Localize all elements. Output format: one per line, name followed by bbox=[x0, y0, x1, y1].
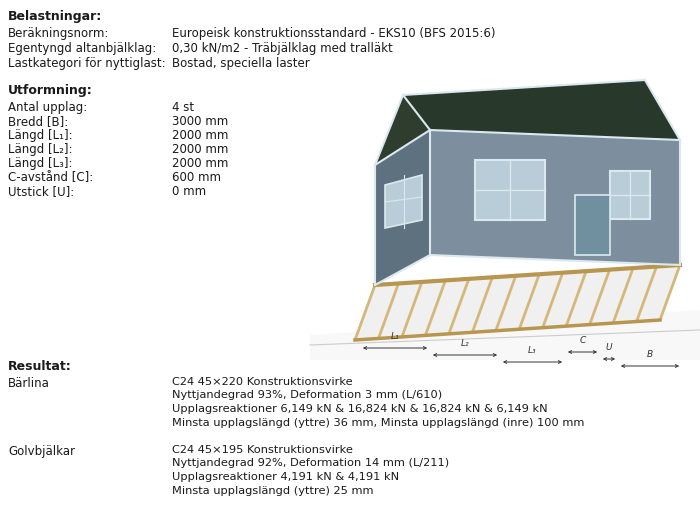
Text: Utformning:: Utformning: bbox=[8, 84, 92, 97]
Text: Egentyngd altanbjälklag:: Egentyngd altanbjälklag: bbox=[8, 42, 156, 55]
Text: Minsta upplagslängd (yttre) 25 mm: Minsta upplagslängd (yttre) 25 mm bbox=[172, 486, 374, 496]
Polygon shape bbox=[475, 160, 545, 220]
Text: Nyttjandegrad 92%, Deformation 14 mm (L/211): Nyttjandegrad 92%, Deformation 14 mm (L/… bbox=[172, 458, 449, 468]
Text: Lastkategori för nyttiglast:: Lastkategori för nyttiglast: bbox=[8, 57, 166, 70]
Text: Nyttjandegrad 93%, Deformation 3 mm (L/610): Nyttjandegrad 93%, Deformation 3 mm (L/6… bbox=[172, 391, 442, 401]
Text: C-avstånd [C]:: C-avstånd [C]: bbox=[8, 171, 93, 184]
Text: L₂: L₂ bbox=[461, 339, 469, 348]
Text: 600 mm: 600 mm bbox=[172, 171, 221, 184]
Text: Europeisk konstruktionsstandard - EKS10 (BFS 2015:6): Europeisk konstruktionsstandard - EKS10 … bbox=[172, 27, 496, 40]
Text: Längd [L₃]:: Längd [L₃]: bbox=[8, 157, 73, 170]
Text: L₁: L₁ bbox=[391, 332, 399, 341]
Text: Längd [L₁]:: Längd [L₁]: bbox=[8, 129, 73, 142]
Text: Golvbjälkar: Golvbjälkar bbox=[8, 445, 75, 458]
Text: 2000 mm: 2000 mm bbox=[172, 143, 228, 156]
Text: C24 45×195 Konstruktionsvirke: C24 45×195 Konstruktionsvirke bbox=[172, 445, 353, 455]
Polygon shape bbox=[375, 130, 430, 285]
Text: 0 mm: 0 mm bbox=[172, 185, 206, 198]
Text: U: U bbox=[606, 343, 612, 352]
Polygon shape bbox=[385, 175, 422, 228]
Text: Bärlina: Bärlina bbox=[8, 377, 50, 390]
Text: Bredd [B]:: Bredd [B]: bbox=[8, 115, 69, 128]
Polygon shape bbox=[403, 80, 680, 140]
Text: Beräkningsnorm:: Beräkningsnorm: bbox=[8, 27, 109, 40]
Text: 0,30 kN/m2 - Träbjälklag med tralläkt: 0,30 kN/m2 - Träbjälklag med tralläkt bbox=[172, 42, 393, 55]
Text: Belastningar:: Belastningar: bbox=[8, 10, 102, 23]
Text: Upplagsreaktioner 6,149 kN & 16,824 kN & 16,824 kN & 6,149 kN: Upplagsreaktioner 6,149 kN & 16,824 kN &… bbox=[172, 404, 547, 414]
Text: 3000 mm: 3000 mm bbox=[172, 115, 228, 128]
Polygon shape bbox=[610, 171, 650, 219]
Polygon shape bbox=[375, 95, 430, 165]
Text: C: C bbox=[580, 336, 586, 345]
Polygon shape bbox=[355, 265, 680, 340]
Text: Längd [L₂]:: Längd [L₂]: bbox=[8, 143, 73, 156]
Text: L₃: L₃ bbox=[528, 346, 537, 355]
Text: Minsta upplagslängd (yttre) 36 mm, Minsta upplagslängd (inre) 100 mm: Minsta upplagslängd (yttre) 36 mm, Minst… bbox=[172, 417, 584, 427]
Text: Bostad, speciella laster: Bostad, speciella laster bbox=[172, 57, 309, 70]
Text: 2000 mm: 2000 mm bbox=[172, 129, 228, 142]
Text: Resultat:: Resultat: bbox=[8, 360, 71, 373]
Text: Antal upplag:: Antal upplag: bbox=[8, 101, 88, 114]
Polygon shape bbox=[575, 195, 610, 255]
Text: 2000 mm: 2000 mm bbox=[172, 157, 228, 170]
Text: 4 st: 4 st bbox=[172, 101, 194, 114]
Text: B: B bbox=[647, 350, 653, 359]
Text: Upplagsreaktioner 4,191 kN & 4,191 kN: Upplagsreaktioner 4,191 kN & 4,191 kN bbox=[172, 472, 399, 482]
Text: Utstick [U]:: Utstick [U]: bbox=[8, 185, 74, 198]
Polygon shape bbox=[310, 310, 700, 360]
Text: C24 45×220 Konstruktionsvirke: C24 45×220 Konstruktionsvirke bbox=[172, 377, 353, 387]
Polygon shape bbox=[430, 130, 680, 265]
